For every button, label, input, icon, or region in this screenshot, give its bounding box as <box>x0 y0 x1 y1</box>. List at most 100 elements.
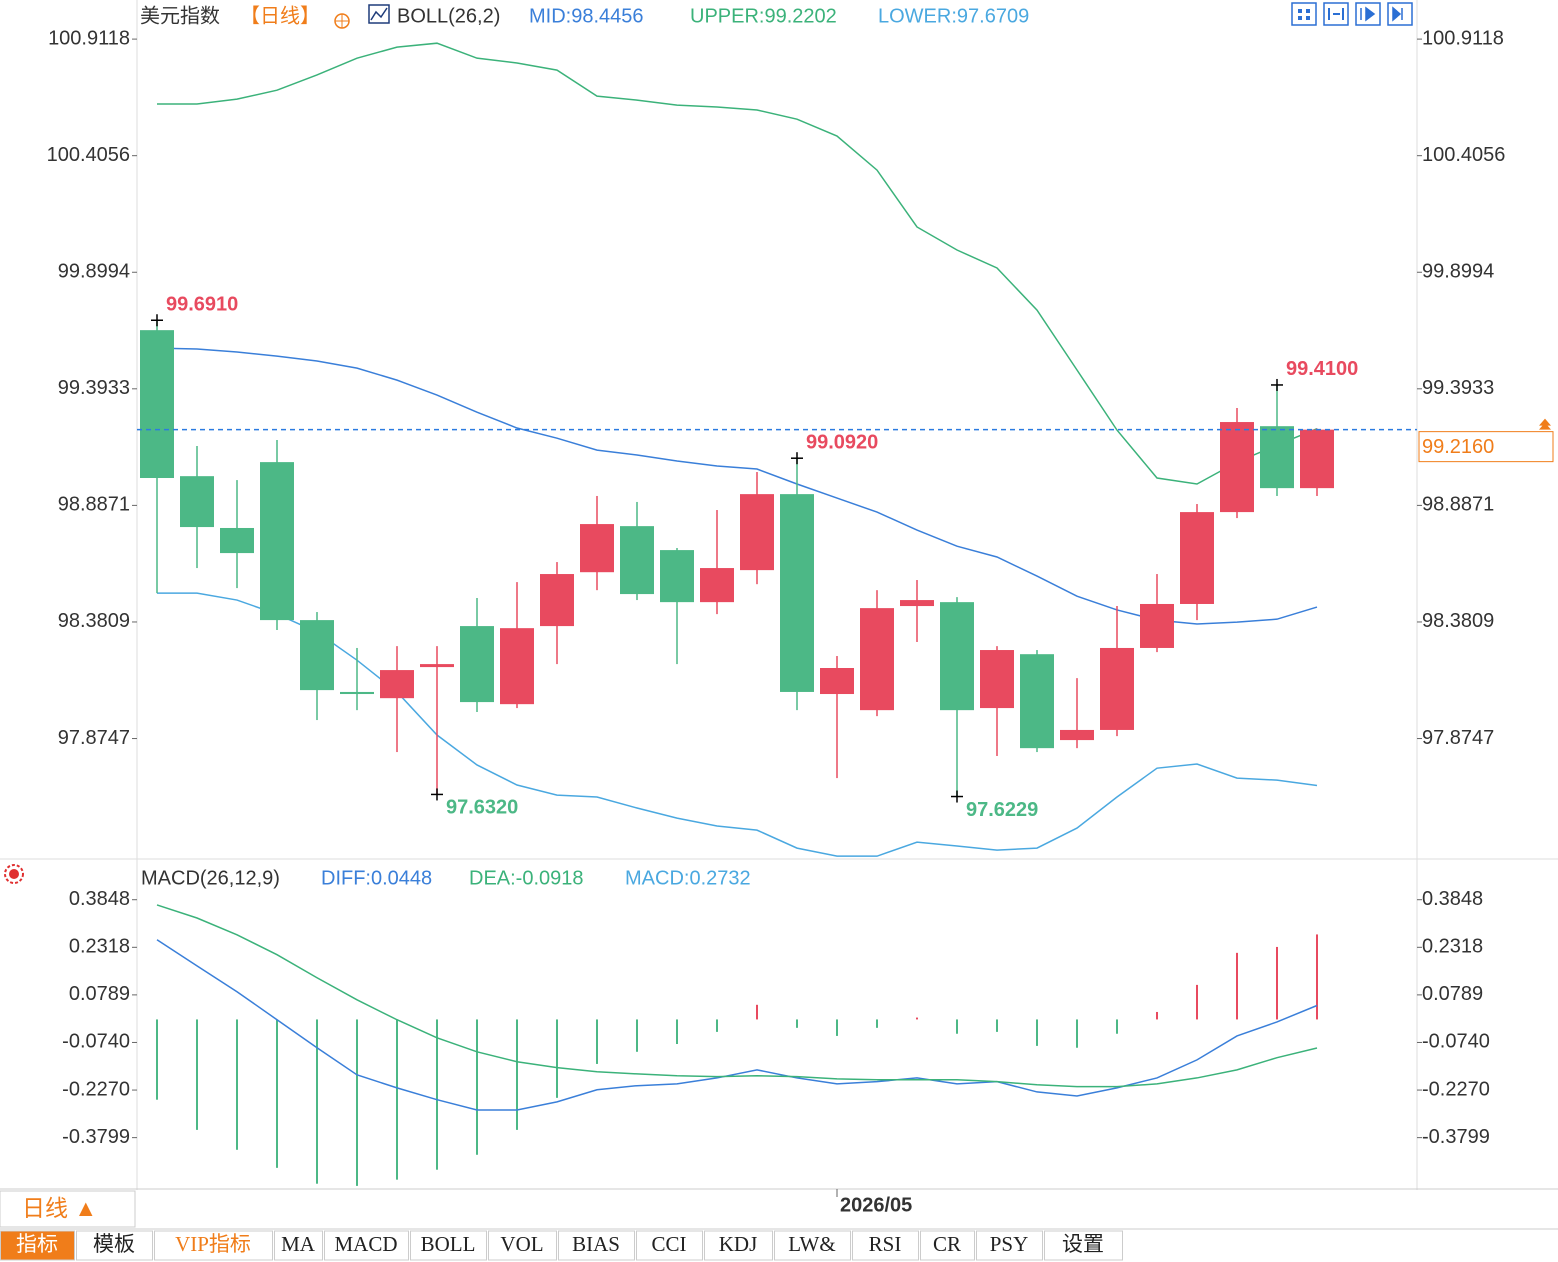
x-tick-label: 2026/05 <box>840 1194 912 1216</box>
tab[interactable] <box>324 1230 409 1261</box>
legend-entry: LOWER:97.6709 <box>878 5 1029 27</box>
y-tick-label: 99.3933 <box>58 377 130 399</box>
tab[interactable] <box>488 1230 557 1261</box>
y-tick-label: -0.3799 <box>62 1126 130 1148</box>
candle-body <box>1300 429 1334 489</box>
legend-entry: DEA:-0.0918 <box>469 867 584 889</box>
add-icon[interactable] <box>334 13 350 29</box>
macd-title: MACD(26,12,9) <box>141 867 280 889</box>
macd-bar <box>916 1017 918 1020</box>
tab[interactable] <box>410 1230 487 1261</box>
tab-label[interactable]: LW& <box>788 1232 835 1256</box>
tab-label[interactable]: VIP指标 <box>175 1232 251 1256</box>
macd-bar <box>1076 1019 1078 1048</box>
macd-bar <box>276 1019 278 1168</box>
candle-body <box>1060 729 1094 741</box>
candle-body <box>740 494 774 571</box>
y-tick-label-right: 0.3848 <box>1422 888 1483 910</box>
tab-label[interactable]: VOL <box>500 1232 543 1256</box>
tab-label[interactable]: 指标 <box>16 1232 58 1256</box>
tab[interactable] <box>852 1230 919 1261</box>
candle-body <box>140 330 174 479</box>
tab[interactable] <box>774 1230 851 1261</box>
tab-label[interactable]: PSY <box>990 1232 1029 1256</box>
period-button-label[interactable]: 日线 ▲ <box>22 1195 97 1221</box>
tab[interactable] <box>920 1230 975 1261</box>
candle-body <box>660 550 694 603</box>
extreme-label: 99.0920 <box>806 431 878 453</box>
y-tick-label-right: 99.3933 <box>1422 377 1494 399</box>
tab[interactable] <box>154 1230 273 1261</box>
macd-bar <box>1276 946 1278 1020</box>
y-tick-label: -0.0740 <box>62 1031 130 1053</box>
candle-body <box>340 691 374 695</box>
candle-body <box>860 608 894 711</box>
toolbar-icons[interactable] <box>1291 2 1413 26</box>
period-button[interactable] <box>0 1190 136 1228</box>
tab-label[interactable]: RSI <box>869 1232 902 1256</box>
tab[interactable] <box>1044 1230 1123 1261</box>
macd-bar <box>636 1019 638 1052</box>
macd-bar <box>196 1019 198 1130</box>
candle-body <box>1100 647 1134 730</box>
y-tick-label: 100.4056 <box>47 144 130 166</box>
legend-entry: DIFF:0.0448 <box>321 867 432 889</box>
y-tick-label-right: 100.9118 <box>1422 27 1504 49</box>
tab-label[interactable]: MA <box>281 1232 316 1256</box>
tab-label[interactable]: BOLL <box>421 1232 476 1256</box>
macd-bar <box>436 1019 438 1170</box>
y-tick-label: 98.8871 <box>58 494 130 516</box>
macd-bar <box>716 1019 718 1032</box>
candle-body <box>260 462 294 621</box>
candle-body <box>220 527 254 554</box>
extreme-label: 99.6910 <box>166 294 238 316</box>
tab-label[interactable]: MACD <box>334 1232 397 1256</box>
y-tick-label: -0.2270 <box>62 1078 130 1100</box>
tab[interactable] <box>274 1230 323 1261</box>
macd-bar <box>1236 952 1238 1020</box>
macd-bar <box>796 1019 798 1028</box>
tab[interactable] <box>76 1230 153 1261</box>
y-tick-label-right: -0.3799 <box>1422 1126 1490 1148</box>
macd-bar <box>236 1019 238 1150</box>
y-tick-label-right: 98.3809 <box>1422 610 1494 632</box>
tab-label[interactable]: 模板 <box>93 1232 135 1256</box>
tab-label[interactable]: CCI <box>651 1232 686 1256</box>
y-tick-label: 0.3848 <box>69 888 130 910</box>
tab-label[interactable]: CR <box>933 1232 961 1256</box>
macd-bar <box>1156 1011 1158 1020</box>
candle-body <box>1180 512 1214 604</box>
y-tick-label-right: 98.8871 <box>1422 494 1494 516</box>
settings-icon[interactable] <box>4 864 24 884</box>
y-tick-label: 97.8747 <box>58 727 130 749</box>
last-price-arrow <box>1539 418 1551 430</box>
y-tick-label-right: -0.0740 <box>1422 1031 1490 1053</box>
macd-bar <box>1116 1019 1118 1034</box>
tab-label[interactable]: BIAS <box>572 1232 620 1256</box>
indicator-icon[interactable] <box>368 4 390 24</box>
macd-bar <box>956 1019 958 1034</box>
tab[interactable] <box>704 1230 773 1261</box>
macd-bar <box>356 1019 358 1186</box>
tab-label[interactable]: 设置 <box>1062 1232 1104 1256</box>
y-tick-label-right: 0.0789 <box>1422 983 1483 1005</box>
macd-bar <box>996 1019 998 1032</box>
candle-body <box>180 476 214 528</box>
candle-body <box>780 494 814 692</box>
y-tick-label: 100.9118 <box>48 27 130 49</box>
tab-label[interactable]: KDJ <box>719 1232 758 1256</box>
y-tick-label-right: -0.2270 <box>1422 1078 1490 1100</box>
macd-bar <box>516 1019 518 1130</box>
candle-body <box>1140 603 1174 648</box>
candle-body <box>500 628 534 705</box>
last-price-box <box>1418 431 1554 463</box>
macd-bar <box>596 1019 598 1064</box>
candle-body <box>420 664 454 668</box>
period-label[interactable]: 【日线】 <box>240 4 320 27</box>
legend-entry: MACD:0.2732 <box>625 867 751 889</box>
tab[interactable] <box>636 1230 703 1261</box>
tab[interactable] <box>558 1230 635 1261</box>
tab[interactable] <box>0 1230 75 1261</box>
tab[interactable] <box>976 1230 1043 1261</box>
